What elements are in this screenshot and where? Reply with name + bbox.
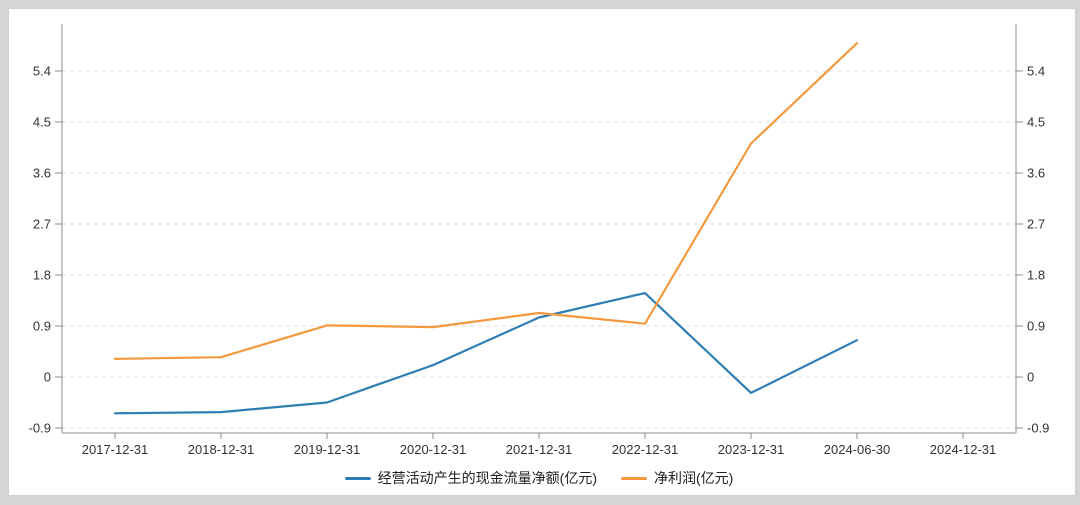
y-axis-label-right: 4.5 [1027, 115, 1045, 130]
y-axis-label-left: 3.6 [33, 166, 51, 181]
y-axis-label-left: -0.9 [29, 421, 51, 436]
y-axis-label-right: 5.4 [1027, 64, 1045, 79]
x-axis-label: 2024-06-30 [824, 442, 891, 457]
y-axis-label-left: 0.9 [33, 319, 51, 334]
y-axis-label-left: 5.4 [33, 64, 51, 79]
x-axis-label: 2021-12-31 [506, 442, 573, 457]
legend-item-net-profit[interactable]: 净利润(亿元) [621, 468, 733, 488]
legend-line-swatch-orange [621, 476, 647, 480]
legend-item-operating-cash-flow[interactable]: 经营活动产生的现金流量净额(亿元) [344, 468, 597, 488]
series-line-1 [113, 42, 859, 360]
x-axis-label: 2023-12-31 [718, 442, 785, 457]
x-axis-label: 2017-12-31 [82, 442, 149, 457]
legend-label-net-profit: 净利润(亿元) [654, 470, 734, 486]
x-axis-label: 2022-12-31 [612, 442, 679, 457]
y-axis-label-right: 1.8 [1027, 268, 1045, 283]
x-axis-label: 2018-12-31 [188, 442, 255, 457]
x-axis-label: 2019-12-31 [294, 442, 361, 457]
plot-area[interactable] [62, 24, 1016, 433]
y-axis-label-right: -0.9 [1027, 421, 1049, 436]
legend-label-operating-cash-flow: 经营活动产生的现金流量净额(亿元) [377, 470, 597, 486]
y-axis-label-left: 2.7 [33, 217, 51, 232]
x-axis-label: 2024-12-31 [930, 442, 997, 457]
series-line-0 [113, 292, 859, 415]
y-axis-label-right: 3.6 [1027, 166, 1045, 181]
chart-legend: 经营活动产生的现金流量净额(亿元) 净利润(亿元) [62, 468, 1016, 488]
y-axis-label-right: 0.9 [1027, 319, 1045, 334]
chart-panel [8, 8, 1076, 496]
y-axis-label-right: 0 [1027, 370, 1034, 385]
y-axis-label-right: 2.7 [1027, 217, 1045, 232]
legend-line-swatch-blue [344, 476, 371, 480]
y-axis-label-left: 1.8 [33, 268, 51, 283]
y-axis-label-left: 0 [44, 370, 51, 385]
x-axis-label: 2020-12-31 [400, 442, 467, 457]
y-axis-label-left: 4.5 [33, 115, 51, 130]
